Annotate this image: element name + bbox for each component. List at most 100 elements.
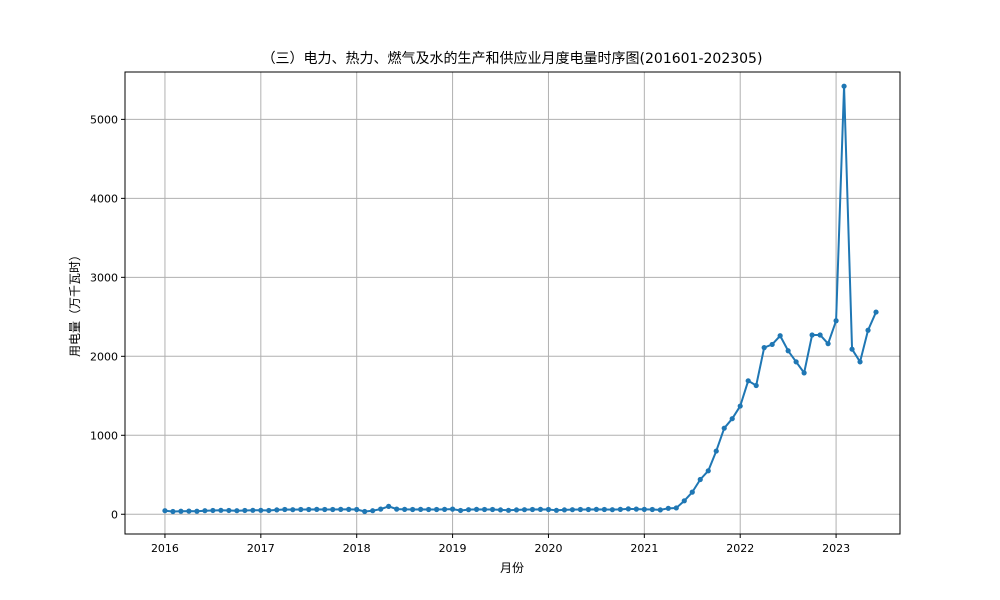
data-point xyxy=(649,506,655,513)
data-point xyxy=(665,505,671,511)
x-tick-label: 2017 xyxy=(247,542,275,555)
data-point xyxy=(322,506,328,513)
data-point xyxy=(513,507,520,513)
data-point xyxy=(617,506,623,512)
data-point xyxy=(457,507,464,514)
tick-layer: 2016 2017 2018 2019 2020 2021 2022 2023 0 1000 200… xyxy=(90,113,850,555)
data-point xyxy=(210,507,216,514)
data-point xyxy=(569,507,576,513)
y-tick-label: 0 xyxy=(111,508,118,521)
data-point xyxy=(330,506,336,513)
data-point xyxy=(394,506,400,512)
data-point xyxy=(777,333,783,339)
data-point xyxy=(729,416,735,422)
x-tick-label: 2020 xyxy=(534,542,562,555)
data-point xyxy=(721,425,727,431)
data-point xyxy=(386,503,392,509)
data-point xyxy=(673,505,679,511)
data-point xyxy=(218,507,224,513)
data-point xyxy=(346,506,352,512)
data-point xyxy=(689,489,695,495)
data-point xyxy=(250,507,256,513)
data-point xyxy=(841,83,847,89)
data-point xyxy=(825,341,831,347)
y-axis-title: 用电量（万千瓦时） xyxy=(68,249,82,357)
data-point xyxy=(314,506,320,512)
data-point xyxy=(817,332,823,338)
plot-frame xyxy=(124,71,901,535)
x-tick-label: 2023 xyxy=(822,542,850,555)
data-point xyxy=(194,508,200,514)
x-tick-label: 2016 xyxy=(151,542,179,555)
data-point xyxy=(553,507,560,513)
data-point xyxy=(761,345,767,351)
data-point xyxy=(186,508,192,514)
x-tick-label: 2022 xyxy=(726,542,754,555)
x-tick-label: 2021 xyxy=(630,542,658,555)
data-point xyxy=(497,507,504,513)
data-point xyxy=(833,318,839,324)
data-point xyxy=(713,448,719,454)
y-tick-label: 2000 xyxy=(90,350,118,363)
data-point xyxy=(657,507,663,513)
data-point xyxy=(242,507,248,514)
data-point xyxy=(849,346,855,352)
chart-title: （三）电力、热力、燃气及水的生产和供应业月度电量时序图(201601-20230… xyxy=(262,50,763,67)
data-point xyxy=(529,506,536,513)
data-point xyxy=(873,309,879,315)
data-point xyxy=(545,506,552,513)
data-point xyxy=(697,476,703,483)
data-point xyxy=(378,506,384,512)
data-point xyxy=(585,506,592,513)
data-point xyxy=(865,327,871,333)
data-point xyxy=(609,507,615,513)
series-layer xyxy=(162,83,879,515)
data-point xyxy=(258,507,264,513)
x-tick-label: 2018 xyxy=(343,542,371,555)
data-point xyxy=(809,332,815,338)
data-point xyxy=(505,507,512,513)
data-point xyxy=(426,506,432,513)
data-point xyxy=(234,508,240,514)
data-point xyxy=(801,370,807,376)
data-point xyxy=(473,506,480,512)
y-tick-label: 5000 xyxy=(90,113,118,126)
x-tick-label: 2019 xyxy=(439,542,467,555)
data-point xyxy=(641,506,647,512)
x-axis-title: 月份 xyxy=(500,561,524,575)
data-point xyxy=(793,359,799,365)
data-point xyxy=(489,506,496,513)
data-point xyxy=(290,507,296,513)
data-point xyxy=(354,506,360,513)
data-point xyxy=(857,359,863,365)
data-point xyxy=(306,506,312,513)
data-point xyxy=(449,506,456,512)
data-point xyxy=(434,506,440,513)
y-tick-label: 3000 xyxy=(90,271,118,284)
data-point xyxy=(537,506,544,512)
data-point xyxy=(465,507,472,513)
data-point xyxy=(370,508,376,514)
data-point xyxy=(577,506,584,513)
y-tick-label: 1000 xyxy=(90,429,118,442)
data-point xyxy=(202,508,208,514)
data-point xyxy=(410,506,416,513)
data-point xyxy=(274,507,280,513)
data-point xyxy=(521,507,528,513)
data-point xyxy=(601,506,607,513)
data-point xyxy=(745,378,751,384)
data-point xyxy=(705,468,711,474)
data-point xyxy=(593,506,599,512)
data-point xyxy=(753,382,759,389)
data-point xyxy=(481,506,488,513)
grid-layer xyxy=(125,72,900,534)
data-point xyxy=(441,506,448,512)
data-point xyxy=(681,498,687,504)
data-point xyxy=(402,506,408,512)
data-point xyxy=(178,508,184,514)
data-point xyxy=(625,506,631,512)
data-point xyxy=(266,507,272,514)
data-point xyxy=(162,508,168,514)
